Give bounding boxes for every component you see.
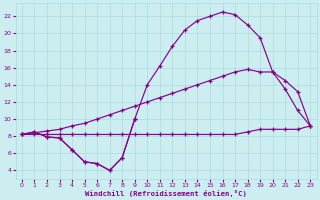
X-axis label: Windchill (Refroidissement éolien,°C): Windchill (Refroidissement éolien,°C) — [85, 190, 247, 197]
